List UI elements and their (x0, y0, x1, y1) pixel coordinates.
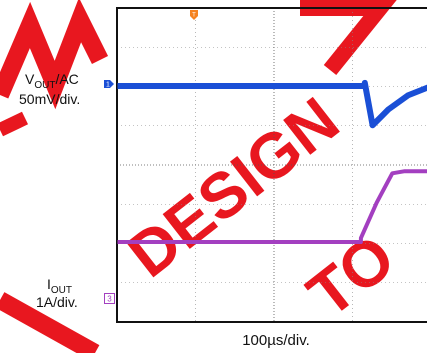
grid (117, 8, 427, 322)
ch1-marker-label: 1 (106, 82, 110, 89)
trigger-marker-label: T (192, 13, 196, 19)
markers: T 1 3 (104, 10, 198, 304)
ch1-marker-shape (104, 80, 114, 88)
watermark-text-2: TO (294, 220, 407, 331)
watermark-letters-left (0, 0, 109, 110)
watermark-stroke-bottom (0, 292, 100, 353)
x-axis-label: 100µs/div. (242, 332, 310, 349)
vout-scale: 50mV/div. (19, 91, 80, 107)
trigger-marker-shape (190, 10, 198, 20)
vout-label: VOUT/AC (25, 71, 79, 91)
legend-iout: IOUT 1A/div. (36, 276, 78, 310)
ch1-marker: 1 (104, 80, 114, 89)
watermark-stroke-left (0, 111, 29, 137)
traces (117, 79, 427, 244)
iout-scale: 1A/div. (36, 294, 78, 310)
legend-vout: VOUT/AC 50mV/div. (19, 71, 80, 107)
plot-frame (116, 7, 427, 323)
iout-trace (117, 169, 427, 244)
ch3-marker: 3 (104, 293, 115, 304)
trigger-marker: T (190, 10, 198, 20)
watermark-stroke-top (300, 0, 397, 76)
vout-trace (117, 79, 427, 129)
ch3-marker-label: 3 (107, 295, 112, 304)
iout-label: IOUT (47, 276, 72, 296)
ch3-marker-shape (104, 293, 115, 304)
